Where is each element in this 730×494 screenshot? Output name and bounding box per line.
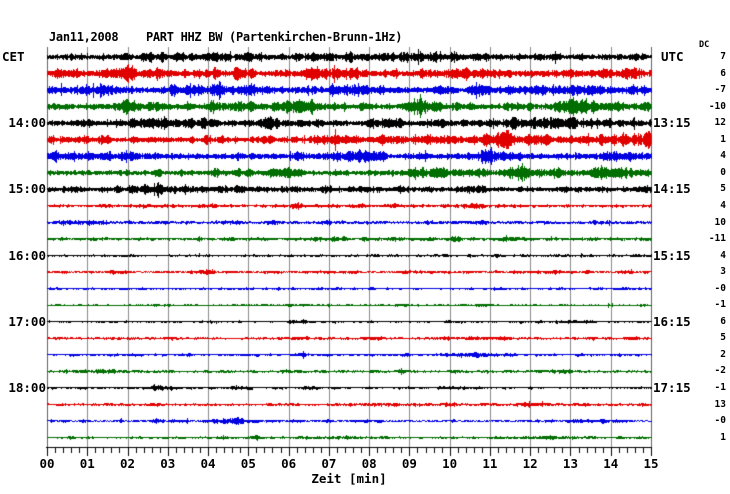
x-tick-label: 03 xyxy=(160,456,176,471)
x-tick-label: 11 xyxy=(482,456,498,471)
x-tick-label: 08 xyxy=(361,456,377,471)
cet-hour-label: 17:00 xyxy=(8,313,46,329)
x-tick-label: 15 xyxy=(643,456,659,471)
dc-value: -1 xyxy=(714,382,726,393)
dc-value: 13 xyxy=(714,398,726,410)
dc-value: 1 xyxy=(720,133,726,145)
dc-column-label: DC xyxy=(699,40,710,50)
dc-value: 4 xyxy=(720,249,726,261)
dc-value: -1 xyxy=(714,299,726,311)
dc-value: 0 xyxy=(720,166,726,178)
x-tick-label: 04 xyxy=(200,456,216,471)
cet-hour-label: 15:00 xyxy=(8,181,46,197)
x-tick-label: 13 xyxy=(562,456,578,471)
x-tick-label: 00 xyxy=(39,456,55,471)
dc-value: -0 xyxy=(714,415,726,427)
utc-hour-label: 14:15 xyxy=(653,181,691,197)
utc-hour-label: 17:15 xyxy=(653,380,691,395)
utc-hour-label: 16:15 xyxy=(653,313,691,329)
dc-value: 12 xyxy=(714,117,726,129)
dc-value: 3 xyxy=(720,266,726,278)
utc-hour-label: 15:15 xyxy=(653,247,691,263)
x-tick-label: 07 xyxy=(321,456,337,471)
x-tick-label: 14 xyxy=(603,456,619,471)
cet-axis-label: CET xyxy=(2,49,25,64)
dc-value: -2 xyxy=(714,365,726,377)
dc-value: 1 xyxy=(720,431,726,443)
dc-value: 5 xyxy=(720,183,726,195)
x-tick-label: 01 xyxy=(79,456,95,471)
dc-value: 5 xyxy=(720,332,726,344)
utc-hour-label: 13:15 xyxy=(653,115,691,131)
cet-hour-label: 16:00 xyxy=(8,247,46,263)
x-tick-label: 10 xyxy=(442,456,458,471)
dc-value: 10 xyxy=(714,216,726,228)
utc-axis-label: UTC xyxy=(661,49,684,64)
cet-hour-label: 14:00 xyxy=(8,115,46,131)
dc-value: 4 xyxy=(720,150,726,162)
dc-value: 6 xyxy=(720,67,726,79)
dc-value: -10 xyxy=(708,100,726,112)
dc-value: -0 xyxy=(714,282,726,294)
dc-value: 4 xyxy=(720,199,726,211)
x-axis-title: Zeit [min] xyxy=(311,471,387,486)
x-tick-label: 05 xyxy=(240,456,256,471)
x-tick-label: 09 xyxy=(401,456,417,471)
dc-value: 2 xyxy=(720,348,726,360)
cet-hour-label: 18:00 xyxy=(8,380,46,395)
x-tick-label: 02 xyxy=(120,456,136,471)
x-tick-label: 12 xyxy=(522,456,538,471)
dc-value: 6 xyxy=(720,315,726,327)
dc-value: 7 xyxy=(720,51,726,62)
x-tick-label: 06 xyxy=(281,456,297,471)
dc-value: -11 xyxy=(708,233,726,245)
dc-value: -7 xyxy=(714,84,726,96)
page-title: Jan11,2008 PART HHZ BW (Partenkirchen-Br… xyxy=(49,30,403,44)
